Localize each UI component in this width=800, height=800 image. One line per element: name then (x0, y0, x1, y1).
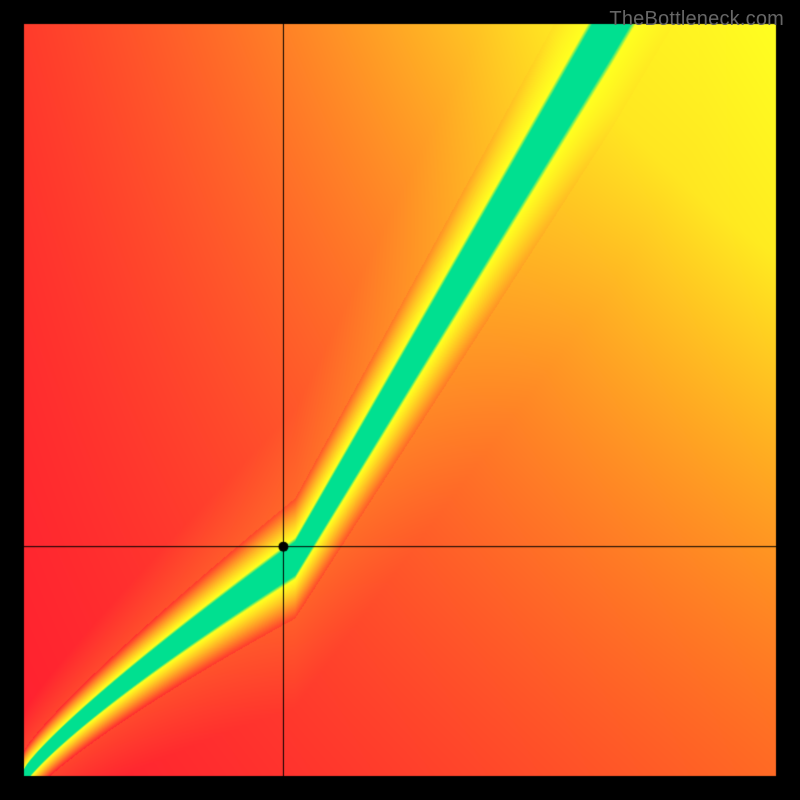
chart-container: TheBottleneck.com (0, 0, 800, 800)
watermark-text: TheBottleneck.com (609, 8, 784, 31)
heatmap-canvas (0, 0, 800, 800)
